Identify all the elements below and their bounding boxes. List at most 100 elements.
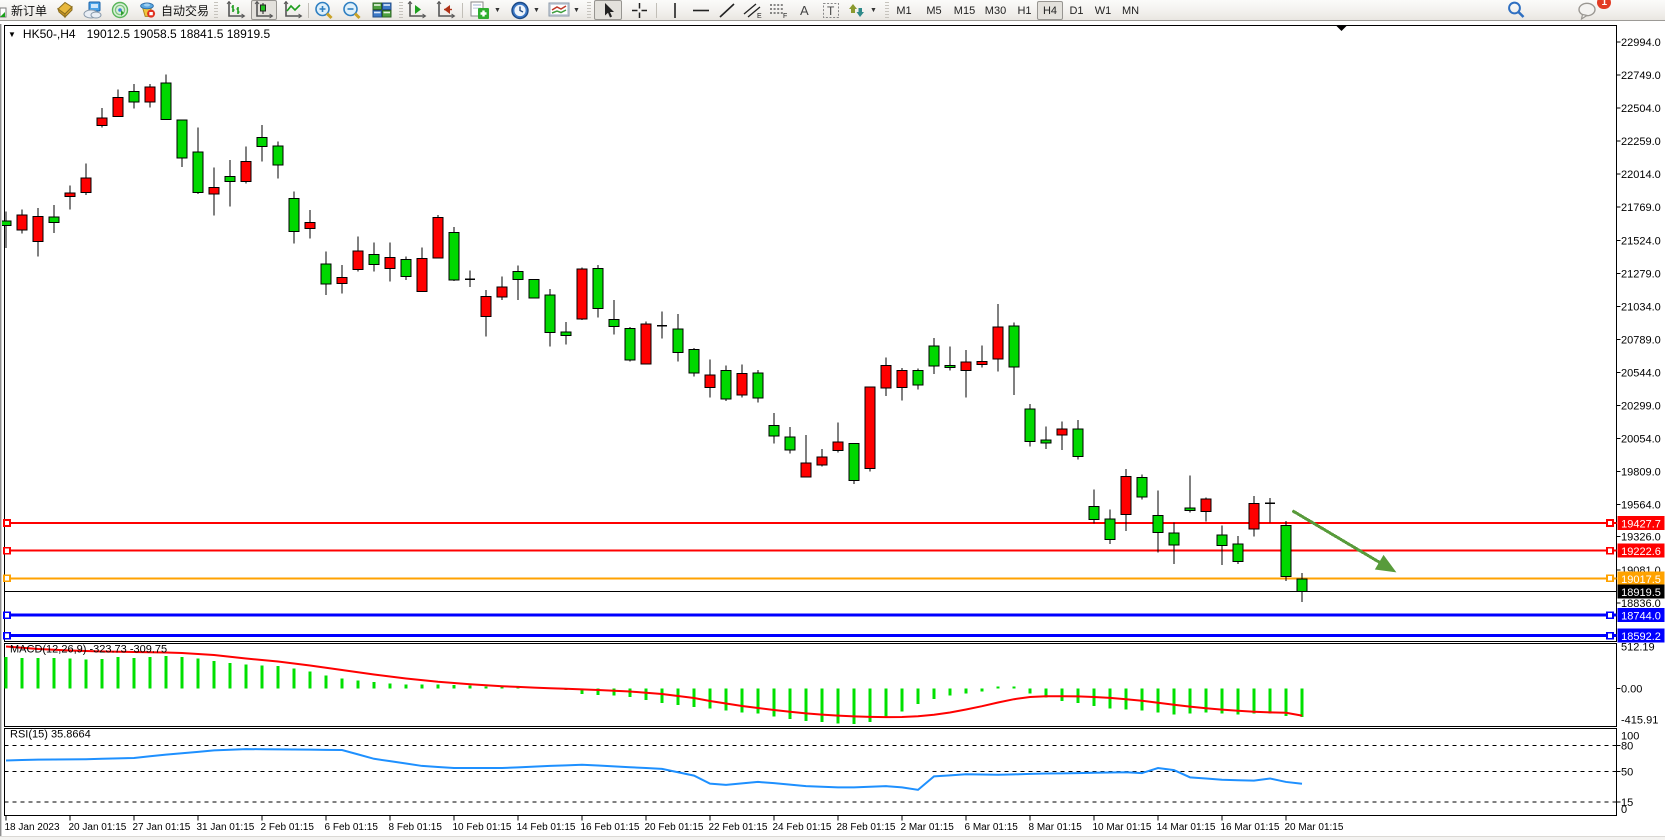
candle-body xyxy=(880,365,892,389)
candle-body xyxy=(720,370,732,400)
time-tick-label: 31 Jan 01:15 xyxy=(197,822,255,833)
trend-arrow-head[interactable] xyxy=(1374,554,1397,573)
candle-body xyxy=(128,90,140,103)
line-handle[interactable] xyxy=(3,519,11,527)
zoom-in-button[interactable] xyxy=(312,0,336,20)
line-handle[interactable] xyxy=(1606,631,1614,640)
cursor-tool-button[interactable] xyxy=(594,0,622,20)
window-bottom-edge xyxy=(0,836,1665,840)
trend-arrow-line[interactable] xyxy=(1291,509,1386,567)
line-handle[interactable] xyxy=(3,631,11,640)
auto-scroll-button[interactable] xyxy=(405,0,429,20)
time-tick-label: 8 Feb 01:15 xyxy=(389,822,443,833)
tile-windows-button[interactable] xyxy=(370,0,394,20)
candle-body xyxy=(1008,325,1020,368)
candle-body xyxy=(608,318,620,328)
price-tick-label: 21769.0 xyxy=(1621,202,1661,214)
chart-title: ▼ HK50-,H4 19012.5 19058.5 18841.5 18919… xyxy=(8,27,270,41)
periods-button[interactable]: ▼ xyxy=(508,0,542,20)
candle-body xyxy=(1280,524,1292,578)
price-tick-label: 22259.0 xyxy=(1621,136,1661,148)
line-handle[interactable] xyxy=(3,546,11,555)
candle-body xyxy=(896,370,908,388)
templates-button[interactable]: ▼ xyxy=(545,0,583,20)
autotrading-label: 自动交易 xyxy=(160,3,209,18)
trendline-tool-button[interactable] xyxy=(715,0,739,20)
fibonacci-tool-button[interactable]: F xyxy=(767,0,791,20)
line-price-badge-label: 19017.5 xyxy=(1621,574,1661,586)
timeframe-d1-button[interactable]: D1 xyxy=(1069,4,1084,17)
candle-body xyxy=(1216,534,1228,546)
label-tool-button[interactable]: T xyxy=(819,0,843,20)
market-watch-button[interactable] xyxy=(53,0,77,20)
timeframe-m30-button[interactable]: M30 xyxy=(984,4,1007,17)
text-tool-button[interactable]: A xyxy=(793,0,817,20)
svg-text:F: F xyxy=(783,13,787,19)
svg-text:T: T xyxy=(827,4,835,18)
notifications-button[interactable]: 1 xyxy=(1573,0,1611,20)
line-price-badge xyxy=(1617,608,1665,623)
candle-body xyxy=(32,215,44,242)
news-button[interactable] xyxy=(108,0,132,20)
time-tick-label: 27 Jan 01:15 xyxy=(133,822,191,833)
candlestick-chart-icon xyxy=(254,1,274,19)
vertical-line-tool-button[interactable] xyxy=(663,0,687,20)
candle-body xyxy=(224,176,236,183)
line-handle[interactable] xyxy=(3,574,11,583)
timeframe-h1-button[interactable]: H1 xyxy=(1017,4,1032,17)
new-order-button[interactable]: 新订单 xyxy=(0,0,50,20)
time-tick-label: 24 Feb 01:15 xyxy=(773,822,832,833)
autotrading-icon xyxy=(140,2,156,18)
timeframe-mn-button[interactable]: MN xyxy=(1121,4,1140,17)
timeframe-w1-button[interactable]: W1 xyxy=(1094,4,1112,17)
candle-body xyxy=(400,258,412,278)
line-handle[interactable] xyxy=(1606,611,1614,620)
line-chart-button[interactable] xyxy=(281,0,305,20)
notification-count-badge: 1 xyxy=(1597,0,1611,9)
line-price-badge xyxy=(1617,543,1665,558)
candle-body xyxy=(784,436,796,451)
line-price-badge xyxy=(1617,628,1665,643)
candle-body xyxy=(320,263,332,285)
price-tick-label: 22749.0 xyxy=(1621,70,1661,82)
timeframe-m5-button[interactable]: M5 xyxy=(926,4,942,17)
bar-chart-button[interactable] xyxy=(224,0,248,20)
arrows-tool-button[interactable]: ▼ xyxy=(845,0,879,20)
timeframe-h4-button[interactable]: H4 xyxy=(1037,1,1063,20)
candle-body xyxy=(944,365,956,369)
macd-panel-frame xyxy=(4,643,1617,727)
chart-title-collapse-icon[interactable]: ▼ xyxy=(8,29,16,39)
channel-tool-button[interactable]: E xyxy=(741,0,765,20)
chart-canvas[interactable]: 22994.0 22749.0 22504.0 22259.0 22014.0 21769… xyxy=(0,24,1665,840)
price-tick-label: 18836.0 xyxy=(1621,598,1661,610)
candle-body xyxy=(352,250,364,270)
search-button[interactable] xyxy=(1503,0,1529,20)
time-tick-label: 2 Feb 01:15 xyxy=(261,822,315,833)
timeframe-m15-button[interactable]: M15 xyxy=(953,4,976,17)
time-tick-label: 28 Feb 01:15 xyxy=(837,822,896,833)
vps-button[interactable] xyxy=(81,0,105,20)
autotrading-button[interactable]: 自动交易 xyxy=(137,0,209,20)
candle-body xyxy=(176,119,188,159)
chart-shift-button[interactable] xyxy=(434,0,458,20)
zoom-out-button[interactable] xyxy=(340,0,364,20)
line-handle[interactable] xyxy=(1606,546,1614,555)
price-tick-label: 19809.0 xyxy=(1621,467,1661,479)
horizontal-line-tool-button[interactable] xyxy=(689,0,713,20)
line-price-badge-label: 19222.6 xyxy=(1621,546,1661,558)
indicators-button[interactable]: ▼ xyxy=(466,0,504,20)
line-handle[interactable] xyxy=(1606,574,1614,583)
rsi-axis-label: 100 xyxy=(1621,731,1639,743)
timeframe-m1-button[interactable]: M1 xyxy=(896,4,912,17)
candlestick-chart-button[interactable] xyxy=(251,0,277,20)
time-tick-label: 14 Feb 01:15 xyxy=(517,822,576,833)
toolbar-grip xyxy=(214,2,218,19)
time-tick-label: 20 Jan 01:15 xyxy=(69,822,127,833)
chart-shift-marker[interactable] xyxy=(1336,25,1347,32)
crosshair-tool-button[interactable] xyxy=(627,0,651,20)
line-handle[interactable] xyxy=(1606,519,1614,527)
candle-body xyxy=(672,328,684,354)
line-handle[interactable] xyxy=(3,611,11,620)
candle-body xyxy=(576,268,588,320)
